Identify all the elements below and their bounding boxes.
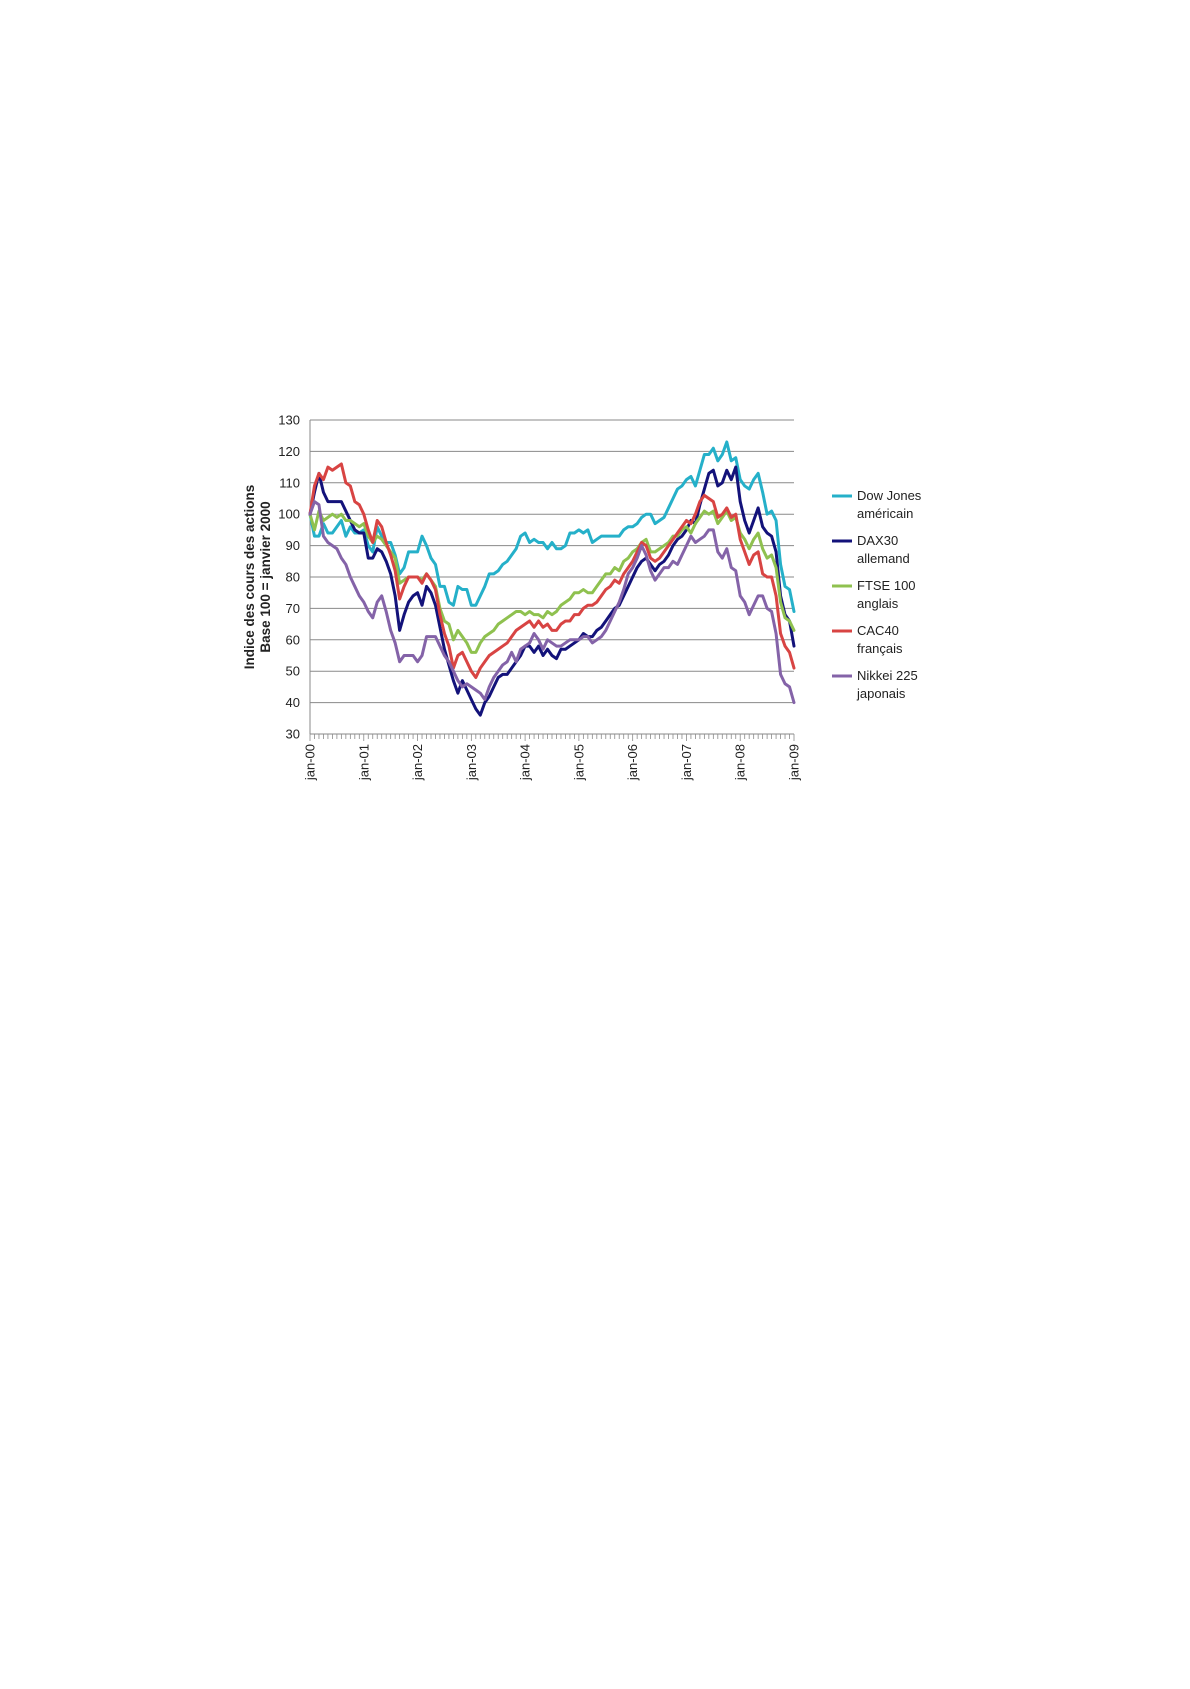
legend-label: DAX30 [857,533,898,548]
x-tick-label: jan-01 [356,744,371,781]
x-tick-label: jan-09 [787,744,802,781]
legend-label: anglais [857,596,899,611]
y-tick-label: 60 [286,632,300,647]
series-line [310,467,794,715]
gridlines [310,420,794,734]
legend: Dow Jones américain DAX30 allemand FTSE 100 a… [832,488,922,701]
axes: 30 40 50 60 70 80 90 100 110 120 130 jan-00 jan-01 ja… [278,413,801,782]
x-tick-label: jan-00 [303,744,318,781]
y-tick-label: 50 [286,664,300,679]
y-axis-title-line: Indice des cours des actions [242,485,257,670]
legend-label: japonais [856,686,906,701]
x-tick-label: jan-04 [518,744,533,781]
x-tick-label: jan-06 [625,744,640,781]
legend-label: Dow Jones [857,488,922,503]
legend-label: français [857,641,903,656]
x-tick-label: jan-03 [464,744,479,781]
y-tick-label: 70 [286,601,300,616]
series-1 [310,467,794,715]
x-tick-label: jan-08 [733,744,748,781]
x-tick-label: jan-07 [679,744,694,781]
legend-item: DAX30 allemand [832,533,910,566]
series-line [310,464,794,678]
legend-label: FTSE 100 [857,578,916,593]
legend-item: Dow Jones américain [832,488,922,521]
y-tick-label: 40 [286,695,300,710]
y-tick-label: 130 [278,413,300,428]
legend-item: FTSE 100 anglais [832,578,916,611]
legend-label: américain [857,506,913,521]
series-3 [310,464,794,678]
y-tick-label: 110 [279,475,300,490]
legend-label: allemand [857,551,910,566]
legend-item: CAC40 français [832,623,903,656]
y-tick-label: 80 [286,570,300,585]
legend-label: CAC40 [857,623,899,638]
y-tick-label: 100 [278,507,300,522]
legend-label: Nikkei 225 [857,668,918,683]
y-tick-label: 120 [278,444,300,459]
y-tick-label: 30 [286,727,300,742]
x-tick-label: jan-05 [571,744,586,781]
y-tick-label: 90 [286,538,300,553]
x-tick-label: jan-02 [410,744,425,781]
legend-item: Nikkei 225 japonais [832,668,918,701]
y-axis-title-line: Base 100 = janvier 2000 [258,501,273,652]
